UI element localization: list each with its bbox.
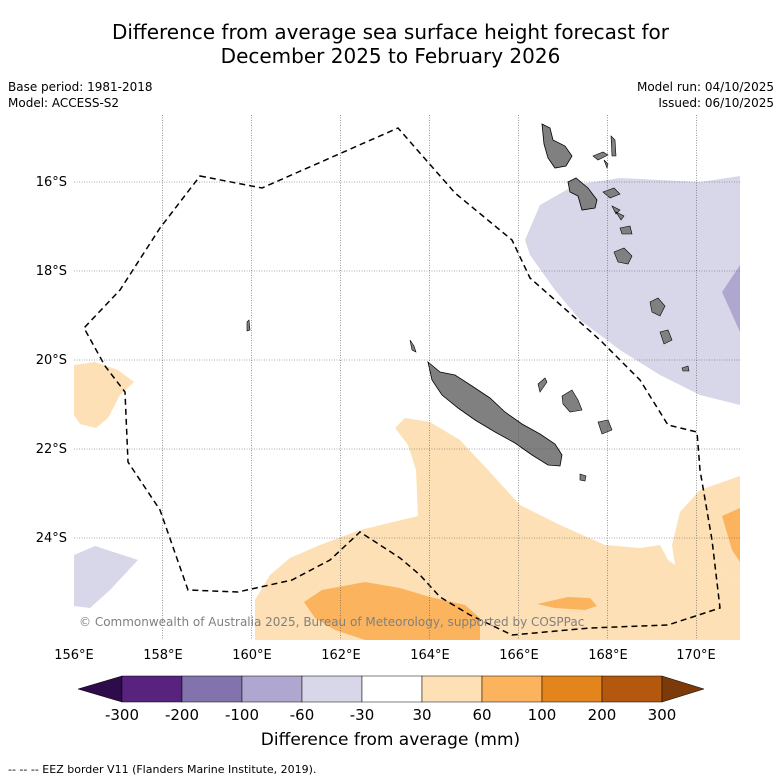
anomaly-region-pos-strong-s <box>304 582 480 640</box>
lon-label: 162°E <box>321 648 361 663</box>
colorbar-bin <box>121 675 183 703</box>
colorbar-bin <box>181 675 243 703</box>
lon-label: 164°E <box>410 648 450 663</box>
colorbar-title: Difference from average (mm) <box>260 730 521 750</box>
land-chesterfield <box>246 319 251 332</box>
colorbar-bin <box>301 675 363 703</box>
land-tanna <box>649 297 666 317</box>
eez-border <box>83 127 721 636</box>
colorbar-bin <box>481 675 543 703</box>
colorbar-bin <box>601 675 663 703</box>
land-small-1 <box>681 365 690 372</box>
land-aneityum <box>659 329 673 345</box>
lat-label: 20°S <box>36 353 67 368</box>
land-new-caledonia <box>427 360 563 467</box>
land-belep <box>409 339 417 353</box>
colorbar-tick: -200 <box>165 706 199 724</box>
colorbar-tick: 100 <box>528 706 557 724</box>
colorbar-tick: 30 <box>412 706 431 724</box>
lon-label: 156°E <box>54 648 94 663</box>
lat-label: 22°S <box>36 442 67 457</box>
colorbar-tick: -30 <box>350 706 375 724</box>
colorbar-tick: -100 <box>225 706 259 724</box>
lat-labels: 16°S 18°S 20°S 22°S 24°S <box>36 175 67 546</box>
lon-label: 160°E <box>232 648 272 663</box>
land-lifou <box>561 389 583 413</box>
lat-label: 16°S <box>36 175 67 190</box>
land-ouvea <box>537 377 548 393</box>
land-malakula <box>567 177 598 211</box>
title-line-1: Difference from average sea surface heig… <box>111 20 670 44</box>
model-name: Model: ACCESS-S2 <box>8 96 120 110</box>
colorbar-tick: 200 <box>588 706 617 724</box>
lon-labels: 156°E 158°E 160°E 162°E 164°E 166°E 168°… <box>54 648 716 663</box>
colorbar-tick: 300 <box>648 706 677 724</box>
colorbar-extend-low <box>77 675 123 703</box>
land-efate <box>619 225 633 235</box>
colorbar-bin <box>421 675 483 703</box>
lon-label: 168°E <box>588 648 628 663</box>
land-epi <box>611 205 621 215</box>
meta-left: Base period: 1981-2018 Model: ACCESS-S2 <box>8 79 153 111</box>
anomaly-region-pos-w <box>74 362 134 428</box>
anomaly-region-neg-ne-strong <box>722 265 740 332</box>
land-shepherd <box>615 211 625 221</box>
colorbar-tick: 60 <box>472 706 491 724</box>
colorbar-bin <box>361 675 423 703</box>
land-ambae <box>592 151 609 161</box>
land-isle-of-pines <box>579 473 587 482</box>
land-espiritu-santo <box>541 123 573 169</box>
colorbar-tick: -300 <box>105 706 139 724</box>
lon-label: 166°E <box>499 648 539 663</box>
anomaly-region-neg-sw <box>74 546 138 608</box>
title-line-2: December 2025 to February 2026 <box>220 44 561 68</box>
copyright-text: © Commonwealth of Australia 2025, Bureau… <box>79 615 584 629</box>
lon-label: 158°E <box>143 648 183 663</box>
colorbar-ticks: -300 -200 -100 -60 -30 30 60 100 200 300 <box>105 706 676 724</box>
anomaly-region-pos-strong-s2 <box>537 597 597 610</box>
model-run: Model run: 04/10/2025 <box>636 80 774 94</box>
colorbar-bin <box>241 675 303 703</box>
base-period: Base period: 1981-2018 <box>8 80 153 94</box>
anomaly-region-pos-strong-se <box>722 508 740 562</box>
colorbar <box>77 675 705 703</box>
land-erromango <box>613 247 633 265</box>
anomaly-region-neg-ne <box>525 176 740 405</box>
colorbar-extend-high <box>661 675 705 703</box>
land-maewo <box>610 135 617 157</box>
lat-label: 24°S <box>36 531 67 546</box>
map-title: Difference from average sea surface heig… <box>0 20 781 68</box>
land-mare <box>597 419 613 435</box>
anomaly-region-pos-se <box>672 476 740 578</box>
footnote: -- -- -- EEZ border V11 (Flanders Marine… <box>8 763 317 776</box>
colorbar-tick: -60 <box>290 706 315 724</box>
lat-label: 18°S <box>36 264 67 279</box>
meta-right: Model run: 04/10/2025 Issued: 06/10/2025 <box>637 79 774 111</box>
colorbar-bin <box>541 675 603 703</box>
gridlines <box>74 115 740 640</box>
issued-date: Issued: 06/10/2025 <box>658 96 774 110</box>
lon-label: 170°E <box>676 648 716 663</box>
